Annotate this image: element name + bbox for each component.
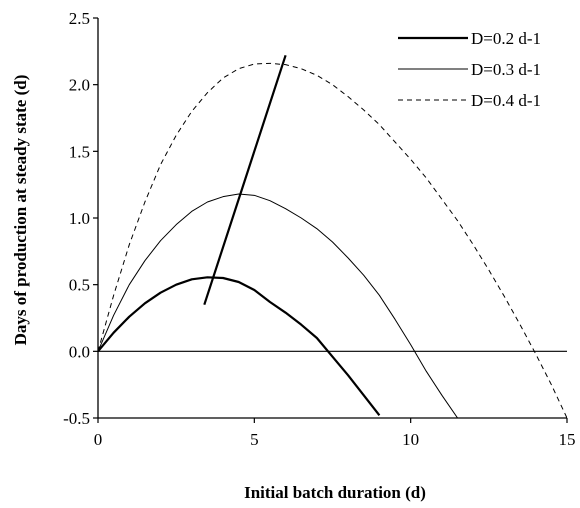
y-axis-title: Days of production at steady state (d) <box>11 75 30 346</box>
x-tick-label: 10 <box>402 430 419 449</box>
series-line-2 <box>98 193 458 418</box>
ticks-layer: -0.5 0.0 0.5 1.0 1.5 2.0 2.5 0 5 10 15 <box>63 9 575 449</box>
y-tick-label: 1.5 <box>69 142 90 161</box>
legend-label-2: D=0.3 d-1 <box>471 60 541 79</box>
legend-label-3: D=0.4 d-1 <box>471 91 541 110</box>
series-line-3 <box>98 62 568 418</box>
y-tick-label: 2.0 <box>69 76 90 95</box>
y-tick-label: -0.5 <box>63 409 90 428</box>
series-line-4 <box>203 54 287 306</box>
x-tick-label: 15 <box>559 430 576 449</box>
x-tick-label: 0 <box>94 430 103 449</box>
series-line-1 <box>98 276 381 417</box>
x-axis-title: Initial batch duration (d) <box>244 483 426 502</box>
series-layer <box>98 54 568 418</box>
legend-label-1: D=0.2 d-1 <box>471 29 541 48</box>
y-tick-label: 2.5 <box>69 9 90 28</box>
y-tick-label: 1.0 <box>69 209 90 228</box>
y-tick-label: 0.5 <box>69 276 90 295</box>
y-tick-label: 0.0 <box>69 342 90 361</box>
x-tick-label: 5 <box>250 430 259 449</box>
legend: D=0.2 d-1 D=0.3 d-1 D=0.4 d-1 <box>398 29 541 110</box>
